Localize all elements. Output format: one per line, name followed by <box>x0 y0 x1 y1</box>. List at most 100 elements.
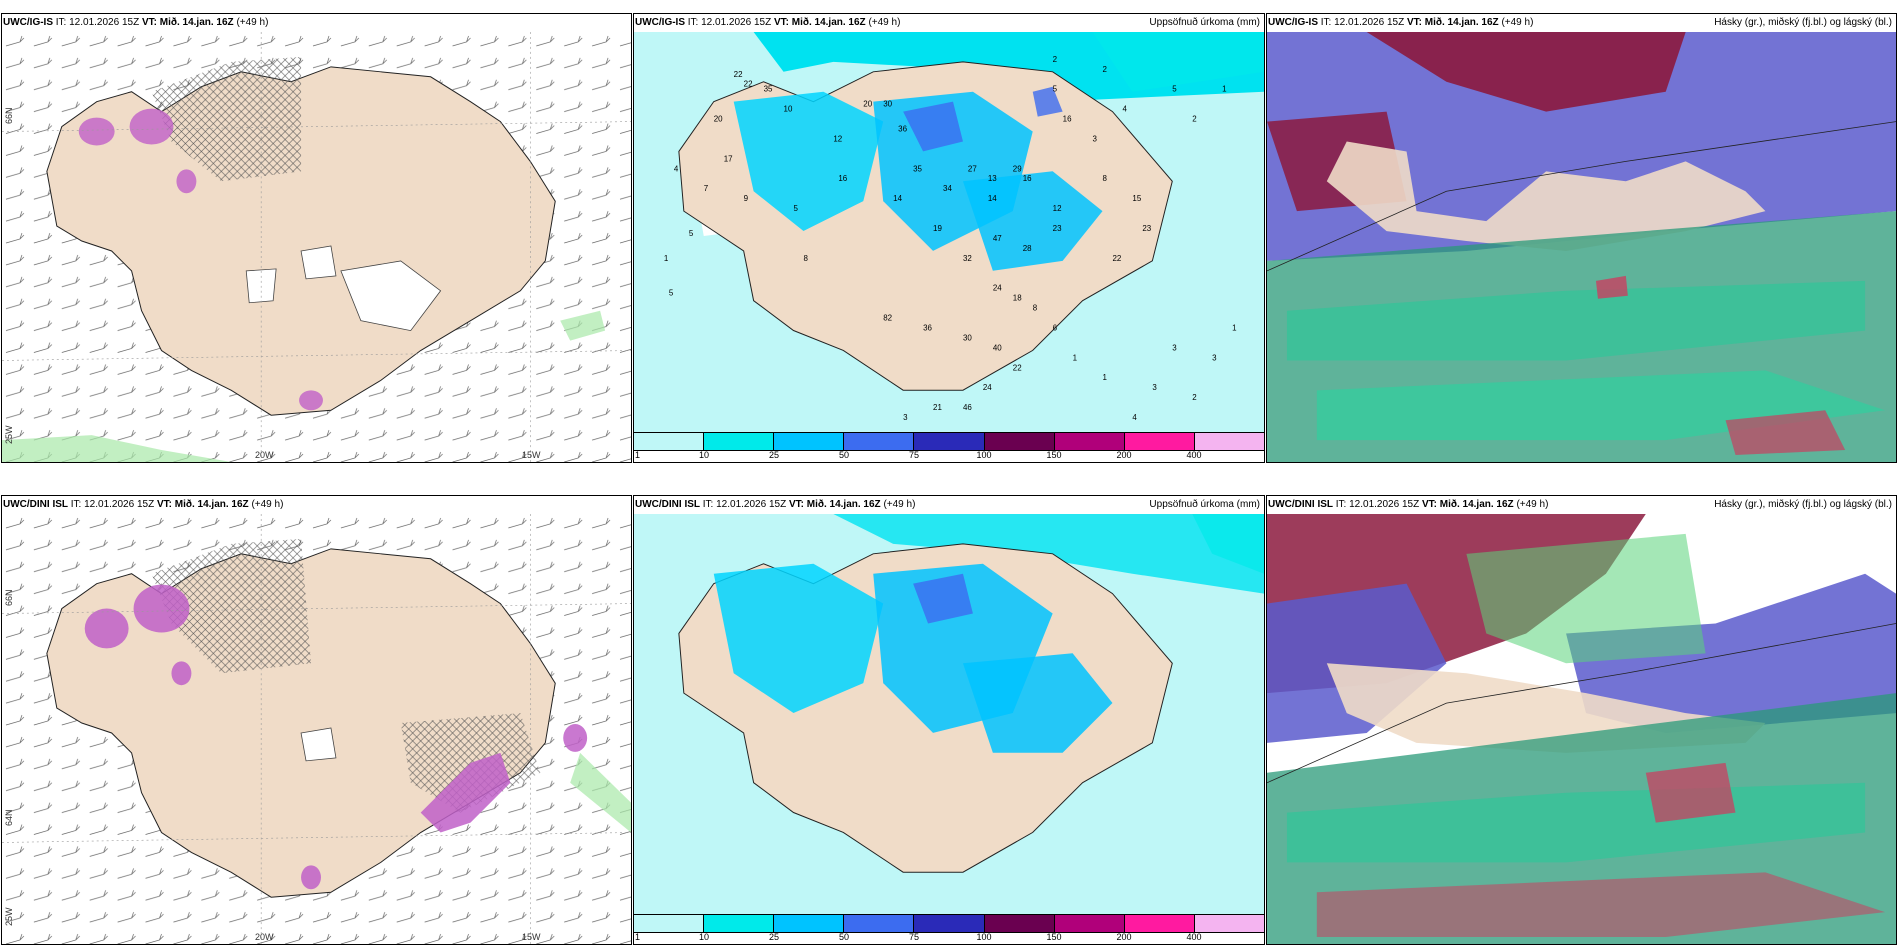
precip-value-label: 16 <box>838 174 847 183</box>
precip-value-label: 2 <box>1103 65 1108 74</box>
colorbar-swatch <box>704 915 775 932</box>
panel-header: UWC/IG-IS IT: 12.01.2026 15Z VT: Mið. 14… <box>1268 17 1534 28</box>
colorbar-swatch <box>1124 915 1195 932</box>
colorbar-label: 10 <box>698 450 709 460</box>
colorbar-label: 200 <box>1116 450 1132 460</box>
precip-value-label: 1 <box>1103 373 1108 382</box>
precip-value-label: 35 <box>913 164 922 173</box>
map-panel-wind-bottom: UWC/DINI ISL IT: 12.01.2026 15Z VT: Mið.… <box>1 495 632 945</box>
wind-map <box>2 32 631 462</box>
precip-value-label: 20 <box>714 115 723 124</box>
precip-value-label: 46 <box>963 403 972 412</box>
panel-header: UWC/IG-IS IT: 12.01.2026 15Z VT: Mið. 14… <box>3 17 269 28</box>
precip-value-label: 36 <box>923 324 932 333</box>
precip-value-label: 5 <box>669 289 674 298</box>
precip-value-label: 16 <box>1023 174 1032 183</box>
lat-label-25w: 25W <box>4 425 14 444</box>
panel-title-right: Uppsöfnuð úrkoma (mm) <box>1149 17 1260 28</box>
precip-value-label: 13 <box>988 174 997 183</box>
colorbar-swatch <box>914 433 985 450</box>
precip-value-label: 12 <box>1053 204 1062 213</box>
precip-value-label: 3 <box>1212 353 1217 362</box>
lon-label-20w: 20W <box>255 450 274 460</box>
precip-value-label: 14 <box>988 194 997 203</box>
precip-value-label: 3 <box>1093 134 1098 143</box>
colorbar-swatch <box>844 433 915 450</box>
precip-value-label: 23 <box>1053 224 1062 233</box>
precip-value-label: 24 <box>993 284 1002 293</box>
precip-value-label: 3 <box>903 413 908 422</box>
precip-value-label: 36 <box>898 125 907 134</box>
colorbar-label: 75 <box>908 932 919 942</box>
colorbar-swatch <box>774 433 845 450</box>
colorbar-label: 75 <box>908 450 919 460</box>
precip-value-label: 1 <box>1222 85 1227 94</box>
colorbar-swatch <box>1054 915 1125 932</box>
colorbar-label: 400 <box>1186 450 1202 460</box>
lon-label-15w: 15W <box>522 450 541 460</box>
precip-value-label: 47 <box>993 234 1002 243</box>
colorbar-label: 200 <box>1116 932 1132 942</box>
map-panel-precip-top: UWC/IG-IS IT: 12.01.2026 15Z VT: Mið. 14… <box>633 13 1265 463</box>
precip-value-label: 7 <box>704 184 709 193</box>
precip-map <box>634 514 1264 914</box>
map-panel-clouds-bottom: UWC/DINI ISL IT: 12.01.2026 15Z VT: Mið.… <box>1266 495 1897 945</box>
lat-label-66n: 66N <box>4 107 14 124</box>
precip-value-label: 5 <box>1053 85 1058 94</box>
precip-value-label: 5 <box>1172 85 1177 94</box>
lat-label-66n: 66N <box>4 589 14 606</box>
precip-value-label: 19 <box>933 224 942 233</box>
cloud-map <box>1267 32 1896 462</box>
colorbar-swatch <box>914 915 985 932</box>
precip-value-label: 30 <box>963 333 972 342</box>
panel-title-right: Hásky (gr.), miðský (fj.bl.) og lágský (… <box>1714 499 1892 510</box>
precip-value-label: 24 <box>983 383 992 392</box>
colorbar-label: 10 <box>698 932 709 942</box>
precip-value-label: 20 <box>863 100 872 109</box>
colorbar-label: 1 <box>635 932 641 942</box>
panel-header: UWC/DINI ISL IT: 12.01.2026 15Z VT: Mið.… <box>1268 499 1549 510</box>
precip-value-label: 8 <box>1103 174 1108 183</box>
precip-value-label: 5 <box>793 204 798 213</box>
precip-value-label: 8 <box>1033 304 1038 313</box>
precip-value-label: 27 <box>968 164 977 173</box>
precip-value-label: 12 <box>833 134 842 143</box>
precip-value-label: 2 <box>1192 115 1197 124</box>
precip-value-label: 6 <box>1053 324 1058 333</box>
precip-value-label: 9 <box>744 194 749 203</box>
precip-value-label: 22 <box>1013 363 1022 372</box>
precip-value-label: 30 <box>883 100 892 109</box>
colorbar-swatch <box>1194 915 1264 932</box>
precip-value-label: 2 <box>1053 55 1058 64</box>
map-panel-clouds-top: UWC/IG-IS IT: 12.01.2026 15Z VT: Mið. 14… <box>1266 13 1897 463</box>
panel-title-right: Uppsöfnuð úrkoma (mm) <box>1149 499 1260 510</box>
precip-value-label: 5 <box>689 229 694 238</box>
colorbar-label: 25 <box>768 932 779 942</box>
precip-value-label: 17 <box>724 154 733 163</box>
precip-colorbar: 1 10 25 50 75 100 150 200 400 <box>634 432 1264 462</box>
colorbar-label: 100 <box>976 450 992 460</box>
precip-value-label: 4 <box>1132 413 1137 422</box>
precip-value-label: 22 <box>744 80 753 89</box>
colorbar-label: 50 <box>838 932 850 942</box>
precip-value-label: 82 <box>883 314 892 323</box>
precip-value-label: 4 <box>674 164 679 173</box>
colorbar-swatch <box>984 433 1055 450</box>
panel-header: UWC/DINI ISL IT: 12.01.2026 15Z VT: Mið.… <box>635 499 916 510</box>
precip-value-label: 16 <box>1063 115 1072 124</box>
precip-value-label: 4 <box>1122 105 1127 114</box>
map-panel-wind-top: UWC/IG-IS IT: 12.01.2026 15Z VT: Mið. 14… <box>1 13 632 463</box>
colorbar-label: 150 <box>1046 932 1062 942</box>
cloud-map <box>1267 514 1896 944</box>
precip-value-label: 1 <box>1232 324 1237 333</box>
wind-map <box>2 514 631 944</box>
colorbar-label: 400 <box>1186 932 1202 942</box>
precip-value-label: 22 <box>734 70 743 79</box>
lon-label-20w: 20W <box>255 932 274 942</box>
precip-value-label: 1 <box>1073 353 1078 362</box>
colorbar-swatch <box>704 433 775 450</box>
map-panel-precip-bottom: UWC/DINI ISL IT: 12.01.2026 15Z VT: Mið.… <box>633 495 1265 945</box>
colorbar-swatch <box>984 915 1055 932</box>
colorbar-swatch <box>774 915 845 932</box>
precip-value-label: 3 <box>1172 343 1177 352</box>
